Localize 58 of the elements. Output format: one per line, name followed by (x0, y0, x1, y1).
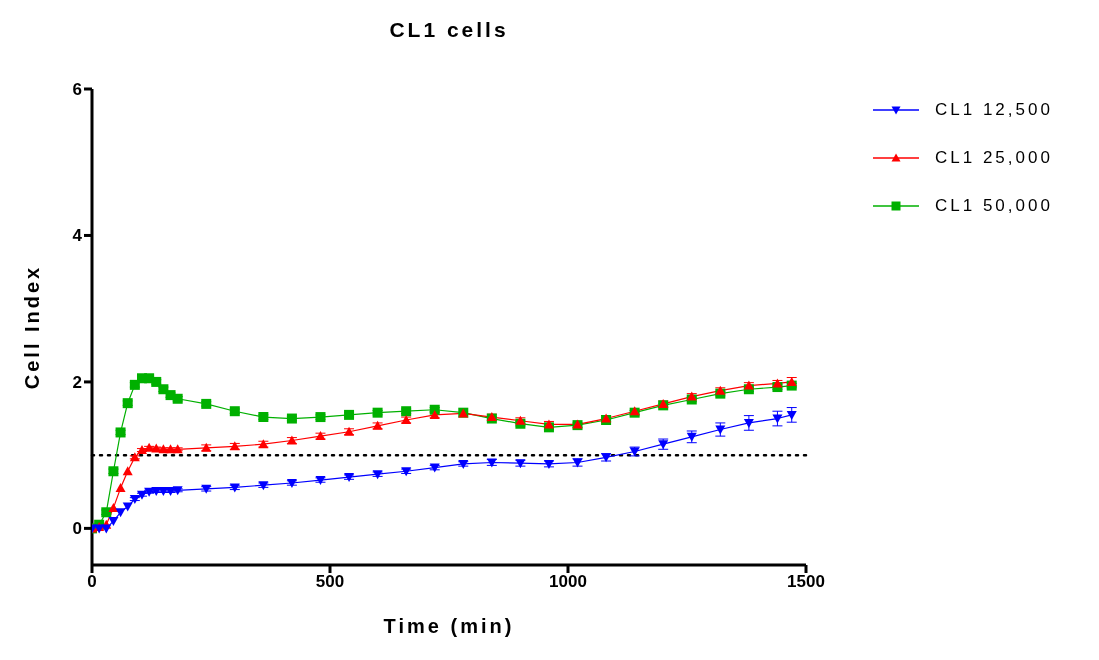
point (115, 483, 126, 493)
point (258, 439, 269, 449)
legend-label: CL1 50,000 (935, 196, 1053, 216)
point (344, 426, 355, 436)
point (401, 406, 412, 417)
point (344, 409, 355, 420)
legend-label: CL1 12,500 (935, 100, 1053, 120)
point (315, 412, 326, 423)
x-axis-title: Time (min) (383, 615, 515, 637)
legend-label: CL1 25,000 (935, 148, 1053, 168)
y-tick-label: 2 (72, 372, 82, 392)
point (286, 435, 297, 445)
point (429, 409, 440, 419)
point (151, 376, 162, 387)
point (401, 415, 412, 424)
point (772, 378, 783, 388)
point (543, 459, 554, 469)
point (122, 502, 133, 512)
point (515, 415, 526, 425)
point (315, 431, 326, 441)
x-tick-label: 1000 (549, 572, 587, 592)
y-tick-label: 4 (72, 226, 83, 246)
point (201, 398, 212, 409)
point (515, 459, 526, 469)
point (543, 419, 554, 429)
x-tick-label: 500 (315, 572, 345, 592)
point (458, 459, 469, 469)
point (286, 413, 297, 424)
point (122, 466, 133, 476)
point (315, 476, 326, 486)
point (115, 508, 126, 518)
y-tick-label: 6 (72, 80, 82, 100)
point (101, 524, 112, 534)
x-tick-label: 0 (87, 572, 97, 592)
point (229, 483, 240, 493)
point (108, 517, 119, 527)
point (201, 484, 212, 494)
point (201, 442, 212, 452)
point (286, 478, 297, 488)
point (372, 470, 383, 480)
point (344, 473, 355, 483)
point (229, 406, 240, 417)
chart-title: CL1 cells (388, 18, 510, 42)
point (401, 467, 412, 477)
point (172, 393, 183, 404)
point (429, 463, 440, 473)
point (229, 441, 240, 451)
x-tick-label: 1500 (787, 572, 825, 592)
point (715, 385, 726, 395)
point (372, 407, 383, 418)
y-axis-title: Cell Index (21, 264, 44, 390)
y-tick-label: 0 (72, 519, 82, 539)
point (258, 412, 269, 423)
point (158, 384, 169, 395)
point (108, 466, 119, 477)
point (108, 502, 119, 512)
point (258, 481, 269, 491)
point (486, 458, 497, 468)
